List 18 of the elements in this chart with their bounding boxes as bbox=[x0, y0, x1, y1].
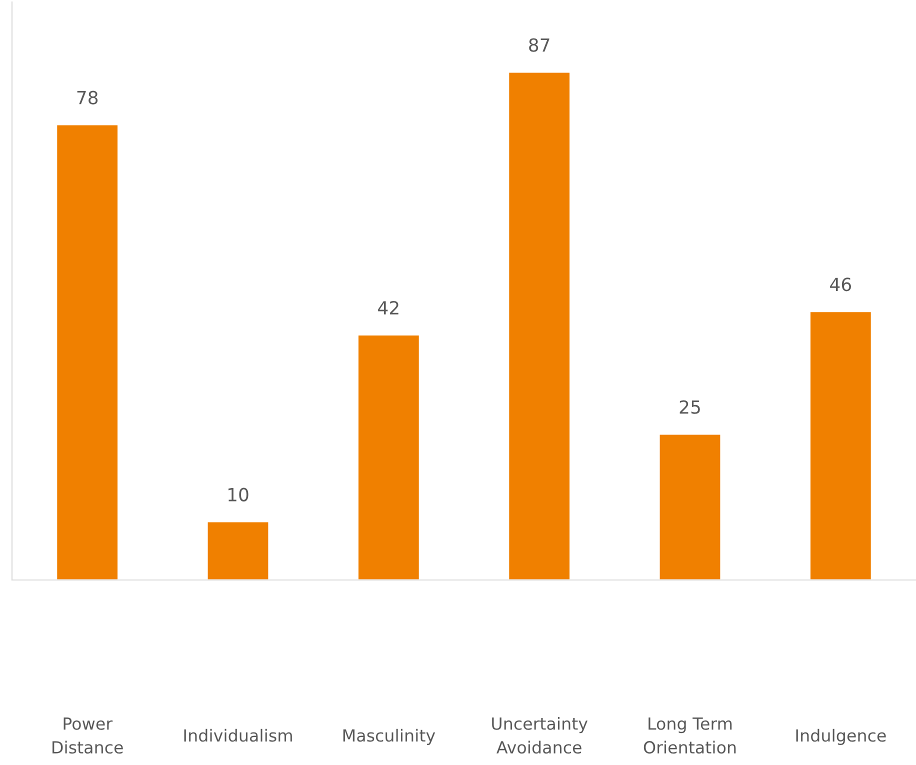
bar bbox=[357, 334, 420, 580]
data-label: 87 bbox=[529, 38, 550, 52]
bar bbox=[508, 71, 571, 580]
x-tick-label: Power Distance bbox=[52, 718, 123, 754]
x-tick-label: Uncertainty Avoidance bbox=[492, 717, 588, 754]
bar bbox=[809, 310, 872, 580]
bar bbox=[56, 124, 119, 580]
bar bbox=[658, 433, 722, 580]
x-tick-label: Masculinity bbox=[343, 728, 436, 746]
bar bbox=[206, 520, 270, 580]
data-label: 10 bbox=[228, 488, 248, 502]
data-label: 46 bbox=[830, 278, 852, 292]
data-label: 25 bbox=[680, 400, 700, 414]
x-tick-label: Long Term Orientation bbox=[644, 718, 736, 754]
data-label: 78 bbox=[77, 90, 98, 104]
data-label: 42 bbox=[378, 300, 398, 314]
x-tick-label: Individualism bbox=[184, 728, 292, 742]
x-tick-label: Indulgence bbox=[796, 728, 886, 746]
